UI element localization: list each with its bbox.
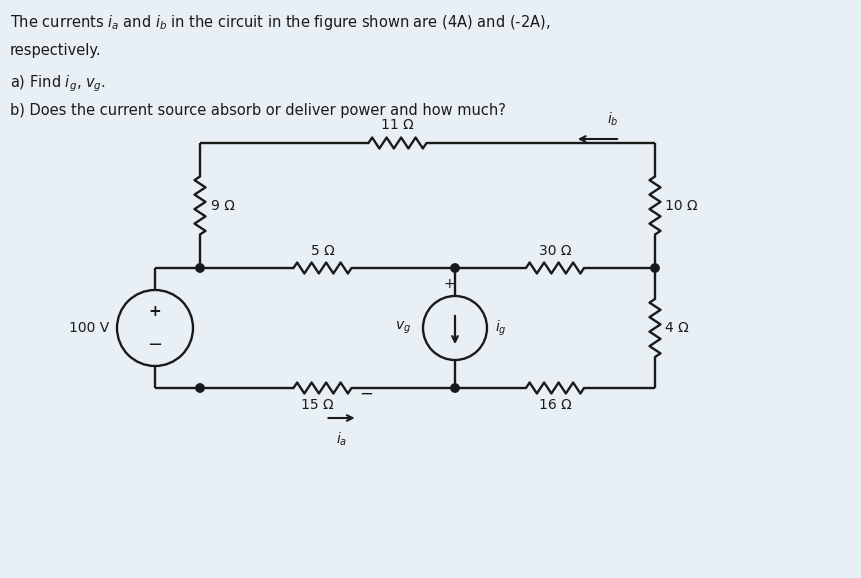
- Text: +: +: [443, 277, 455, 291]
- Text: $v_g$: $v_g$: [395, 320, 411, 336]
- Text: $i_g$: $i_g$: [495, 318, 506, 338]
- Text: a) Find $i_g$, $v_g$.: a) Find $i_g$, $v_g$.: [10, 73, 106, 94]
- Text: respectively.: respectively.: [10, 43, 102, 58]
- Text: 4 Ω: 4 Ω: [665, 321, 689, 335]
- Text: The currents $i_a$ and $i_b$ in the circuit in the figure shown are (4A) and (-2: The currents $i_a$ and $i_b$ in the circ…: [10, 13, 550, 32]
- Text: 100 V: 100 V: [69, 321, 109, 335]
- Text: 9 Ω: 9 Ω: [211, 198, 235, 213]
- Circle shape: [195, 384, 204, 392]
- Text: 15 Ω: 15 Ω: [301, 398, 334, 412]
- Circle shape: [195, 264, 204, 272]
- Text: −: −: [147, 336, 163, 354]
- Circle shape: [451, 264, 459, 272]
- Text: 5 Ω: 5 Ω: [311, 244, 334, 258]
- Circle shape: [651, 264, 660, 272]
- Text: −: −: [360, 385, 374, 403]
- Text: b) Does the current source absorb or deliver power and how much?: b) Does the current source absorb or del…: [10, 103, 506, 118]
- Text: 30 Ω: 30 Ω: [539, 244, 571, 258]
- Text: +: +: [149, 303, 161, 318]
- Text: 16 Ω: 16 Ω: [539, 398, 572, 412]
- Text: 11 Ω: 11 Ω: [381, 118, 414, 132]
- Text: 10 Ω: 10 Ω: [665, 198, 697, 213]
- Circle shape: [451, 384, 459, 392]
- Text: $i_a$: $i_a$: [336, 431, 347, 449]
- Text: $i_b$: $i_b$: [607, 110, 618, 128]
